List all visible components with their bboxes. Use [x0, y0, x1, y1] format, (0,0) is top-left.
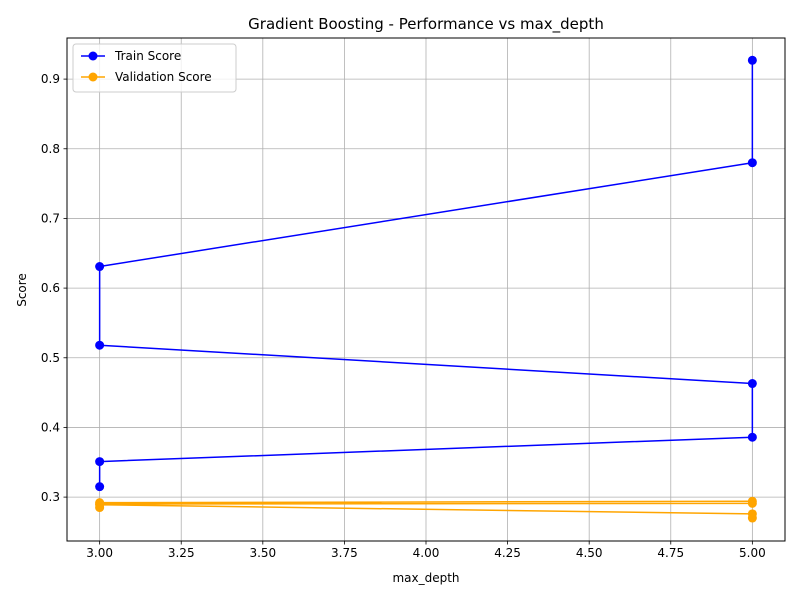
x-tick-label: 4.50 [576, 546, 603, 560]
y-tick-label: 0.5 [41, 351, 60, 365]
x-tick-label: 3.75 [331, 546, 358, 560]
axis-ticks: 3.00 3.25 3.50 3.75 4.00 4.25 4.50 4.75 5.00 0.3 0… [41, 72, 766, 560]
legend-marker-train-score [88, 51, 98, 61]
train-score-point [95, 457, 105, 467]
y-tick-label: 0.6 [41, 281, 60, 295]
validation-score-point [95, 500, 105, 510]
x-tick-label: 5.00 [739, 546, 766, 560]
train-score-point [95, 482, 105, 492]
validation-score-point [747, 496, 757, 506]
train-score-line [98, 60, 754, 487]
validation-score-line [98, 500, 754, 519]
y-tick-label: 0.9 [41, 72, 60, 86]
train-score-point [747, 55, 757, 65]
x-tick-label: 3.25 [168, 546, 195, 560]
legend-box [72, 43, 237, 93]
train-score-point [95, 262, 105, 272]
legend-label-train-score: Train Score [114, 49, 181, 63]
y-tick-label: 0.7 [41, 211, 60, 225]
train-score-point [747, 379, 757, 389]
train-score-point [747, 158, 757, 168]
y-axis-label: Score [15, 273, 29, 307]
legend-label-validation-score: Validation Score [115, 70, 212, 84]
x-tick-label: 3.00 [86, 546, 113, 560]
x-tick-label: 4.75 [657, 546, 684, 560]
x-tick-label: 4.00 [413, 546, 440, 560]
y-tick-label: 0.3 [41, 490, 60, 504]
train-score-point [747, 432, 757, 442]
x-axis-label: max_depth [392, 571, 459, 585]
legend: Train Score Validation Score [72, 43, 237, 93]
validation-score-point [747, 513, 757, 523]
x-tick-label: 4.25 [494, 546, 521, 560]
y-tick-label: 0.4 [41, 420, 60, 434]
legend-marker-validation-score [88, 72, 98, 82]
y-tick-label: 0.8 [41, 142, 60, 156]
train-score-point [95, 340, 105, 350]
series-layer [95, 55, 757, 523]
x-tick-label: 3.50 [249, 546, 276, 560]
chart-title: Gradient Boosting - Performance vs max_d… [248, 15, 604, 34]
